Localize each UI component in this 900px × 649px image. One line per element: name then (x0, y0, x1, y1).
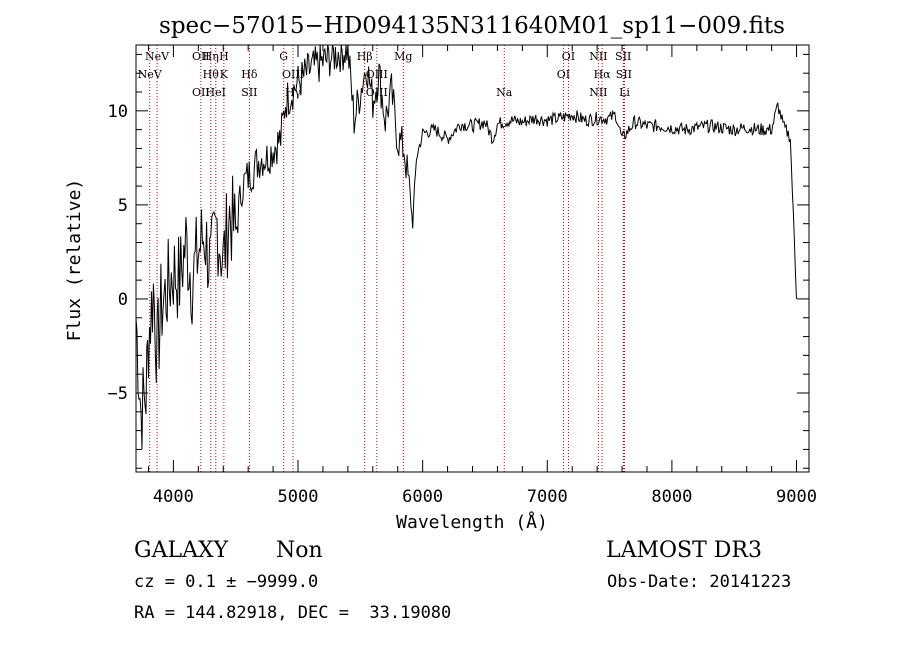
x-tick-label: 4000 (153, 487, 194, 507)
line-label: G (279, 50, 288, 63)
x-axis-ticks: 4000 5000 6000 7000 8000 9000 (147, 45, 817, 507)
spectrum-series-line (135, 44, 797, 450)
line-label: NeV (138, 68, 163, 81)
line-label: Hθ (203, 68, 220, 81)
y-tick-label: 5 (118, 196, 128, 216)
line-label: SII (241, 86, 257, 99)
observation-date: Obs-Date: 20141223 (607, 572, 792, 592)
line-label: K (220, 68, 229, 81)
line-label: OII (192, 86, 210, 99)
line-label: Hβ (357, 50, 373, 63)
line-label: NeV (145, 50, 170, 63)
y-axis-ticks: −5 0 5 10 (108, 53, 809, 469)
x-tick-label: 9000 (776, 487, 817, 507)
line-label: Hδ (241, 68, 258, 81)
y-axis-label: Flux (relative) (64, 179, 85, 342)
line-label: SII (616, 68, 632, 81)
ra-dec-coordinates: RA = 144.82918, DEC = 33.19080 (134, 603, 452, 623)
object-class: GALAXY (134, 538, 229, 563)
redshift-cz: cz = 0.1 ± −9999.0 (134, 572, 319, 592)
line-label: NII (589, 86, 607, 99)
line-label: NII (589, 50, 607, 63)
line-label: OI (562, 50, 575, 63)
line-label: H (219, 50, 229, 63)
line-label: HeI (206, 86, 226, 99)
x-tick-label: 8000 (651, 487, 692, 507)
line-label: Na (496, 86, 513, 99)
plot-frame (135, 44, 810, 473)
x-tick-label: 7000 (527, 487, 568, 507)
y-tick-label: 0 (118, 290, 128, 310)
line-label: OIII (366, 68, 388, 81)
line-label: OI (557, 68, 570, 81)
x-tick-label: 5000 (278, 487, 319, 507)
line-label: Hη (203, 50, 219, 63)
line-label: Li (619, 86, 630, 99)
line-label: Mg (394, 50, 412, 63)
y-tick-label: −5 (108, 384, 128, 404)
x-tick-label: 6000 (402, 487, 443, 507)
line-label: OIII (282, 68, 304, 81)
y-tick-label: 10 (108, 102, 128, 122)
object-subclass: Non (276, 538, 323, 563)
line-label: SII (615, 50, 631, 63)
survey-name: LAMOST DR3 (606, 538, 762, 563)
line-label: Hα (594, 68, 612, 81)
chart-title: spec−57015−HD094135N311640M01_sp11−009.f… (159, 13, 785, 39)
x-axis-label: Wavelength (Å) (396, 511, 548, 533)
line-label: OII (192, 50, 210, 63)
emission-line-markers (149, 45, 626, 472)
